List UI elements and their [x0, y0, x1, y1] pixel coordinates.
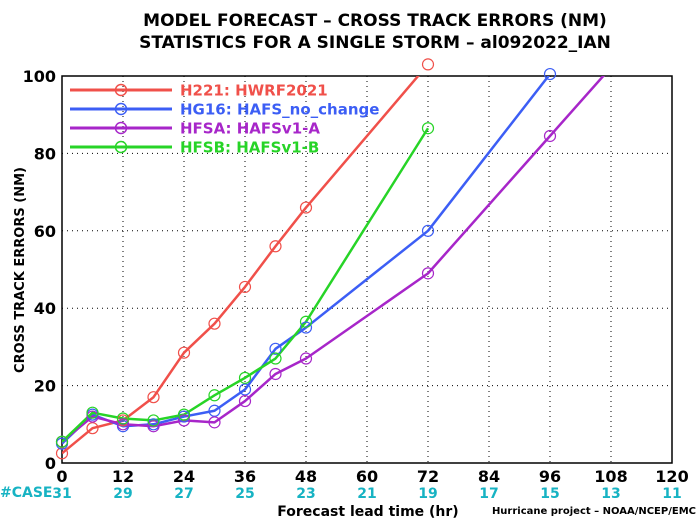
- y-tick-labels: 0 20 40 60 80 100: [23, 67, 56, 473]
- x-tick-label: 96: [539, 467, 561, 486]
- legend-label: HFSA: HAFSv1-A: [180, 120, 320, 138]
- y-tick-label: 20: [34, 377, 56, 396]
- case-count: 31: [52, 486, 71, 502]
- x-tick-label: 120: [655, 467, 688, 486]
- data-point-marker: [299, 201, 313, 214]
- data-point-marker: [269, 342, 282, 355]
- data-point-marker: [116, 418, 130, 431]
- x-tick-labels: 0 12 24 36 48 60 72 84 96 108 120: [56, 467, 688, 486]
- y-axis-label: CROSS TRACK ERRORS (NM): [13, 167, 28, 373]
- data-point-marker: [421, 224, 435, 237]
- data-point-marker: [147, 391, 160, 404]
- case-count: 25: [235, 486, 254, 502]
- data-point-marker: [543, 129, 557, 143]
- x-tick-label: 84: [478, 467, 500, 486]
- case-count: 19: [418, 486, 437, 502]
- data-point-marker: [177, 414, 191, 427]
- data-point-marker: [147, 414, 160, 427]
- y-tick-label: 60: [34, 222, 56, 241]
- case-count: 15: [540, 486, 559, 502]
- y-tick-label: 40: [34, 299, 56, 318]
- legend-marker: [114, 121, 128, 135]
- y-tick-label: 80: [34, 144, 56, 163]
- legend-label: HFSB: HAFSv1-B: [180, 139, 319, 157]
- data-point-marker: [421, 267, 435, 280]
- data-point-marker: [421, 122, 435, 135]
- data-point-marker: [86, 406, 99, 419]
- case-count: 13: [601, 486, 620, 502]
- data-point-marker: [299, 315, 313, 328]
- series-line: [62, 127, 430, 443]
- data-point-marker: [421, 58, 435, 71]
- data-point-marker: [86, 410, 99, 423]
- x-tick-label: 12: [112, 467, 134, 486]
- data-point-marker: [543, 67, 557, 81]
- data-point-marker: [116, 412, 130, 425]
- x-tick-label: 60: [356, 467, 378, 486]
- x-tick-label: 0: [56, 467, 67, 486]
- case-count-row: 31 29 27 25 23 21 19 17 15 13 11: [52, 486, 681, 502]
- data-point-marker: [177, 408, 191, 421]
- legend-label: H221: HWRF2021: [180, 82, 328, 100]
- case-count: 29: [113, 486, 132, 502]
- data-point-marker: [208, 404, 221, 417]
- data-point-marker: [269, 352, 282, 365]
- data-point-marker: [299, 321, 313, 334]
- chart-title-line-1: MODEL FORECAST – CROSS TRACK ERRORS (NM): [143, 11, 607, 31]
- legend-marker: [114, 83, 128, 97]
- y-tick-label: 100: [23, 67, 56, 86]
- series-markers: [55, 58, 557, 460]
- grid: [62, 76, 672, 463]
- x-axis-label: Forecast lead time (hr): [277, 504, 458, 520]
- data-point-marker: [238, 280, 252, 294]
- legend-marker: [114, 102, 128, 116]
- x-tick-label: 36: [234, 467, 256, 486]
- x-tick-label: 24: [173, 467, 195, 486]
- credit-text: Hurricane project – NOAA/NCEP/EMC: [492, 506, 696, 517]
- data-point-marker: [147, 420, 160, 433]
- x-tick-label: 48: [295, 467, 317, 486]
- data-point-marker: [208, 389, 221, 402]
- x-tick-label: 72: [417, 467, 439, 486]
- data-point-marker: [269, 367, 282, 381]
- data-point-marker: [299, 352, 313, 365]
- series-line: [62, 76, 420, 455]
- data-point-marker: [269, 240, 282, 253]
- data-point-marker: [177, 346, 191, 359]
- case-count: 27: [174, 486, 193, 502]
- case-count: 21: [357, 486, 376, 502]
- case-count: 17: [479, 486, 498, 502]
- data-point-marker: [55, 447, 69, 460]
- data-point-marker: [238, 383, 252, 396]
- data-point-marker: [208, 416, 221, 429]
- legend-marker: [114, 140, 128, 154]
- case-count: 23: [296, 486, 315, 502]
- data-point-marker: [86, 422, 99, 435]
- data-point-marker: [238, 394, 252, 408]
- plot-frame: [61, 75, 673, 464]
- series-line: [62, 76, 605, 443]
- data-point-marker: [55, 435, 69, 448]
- legend-label: HG16: HAFS_no_change: [180, 101, 379, 119]
- data-point-marker: [208, 317, 221, 330]
- y-tick-label: 0: [45, 454, 56, 473]
- chart-title-line-2: STATISTICS FOR A SINGLE STORM – al092022…: [139, 33, 611, 53]
- data-point-marker: [238, 371, 252, 384]
- x-tick-label: 108: [594, 467, 627, 486]
- case-count: 11: [662, 486, 681, 502]
- case-label: #CASE: [0, 485, 53, 501]
